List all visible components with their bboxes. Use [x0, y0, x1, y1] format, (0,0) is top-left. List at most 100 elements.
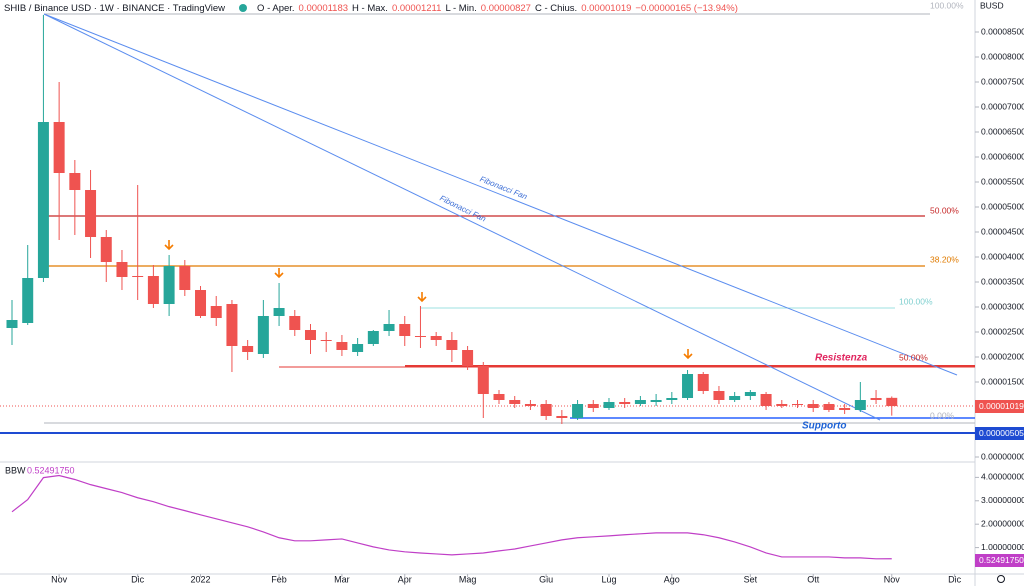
x-tick-label: Mar: [334, 574, 350, 584]
y-tick-label: 0.00005500: [981, 176, 1024, 186]
y-tick-label: 0.00000000: [981, 451, 1024, 461]
indicator-name: BBW: [5, 465, 26, 475]
fan-line: [43, 13, 881, 421]
fib-label: 38.20%: [930, 254, 959, 264]
candle-body: [352, 344, 364, 352]
y-tick-label: 0.00004500: [981, 226, 1024, 236]
candle-body: [713, 391, 725, 400]
change: −0.00000165 (−13.94%): [635, 2, 738, 14]
candle-body: [226, 304, 238, 346]
candle-body: [336, 342, 348, 350]
price-box-label: 0.00001019: [979, 401, 1024, 411]
x-tick-label: Apr: [398, 574, 412, 584]
x-tick-label: Ott: [807, 574, 820, 584]
x-tick-label: Nov: [884, 574, 901, 584]
support-box-label: 0.00000505: [979, 428, 1024, 438]
ohlc-value: 0.00001211: [391, 2, 442, 14]
settings-icon[interactable]: [997, 575, 1005, 583]
candle-body: [697, 374, 709, 391]
candle-body: [69, 173, 81, 190]
y-tick-label: 0.00006500: [981, 126, 1024, 136]
candle-body: [870, 398, 882, 400]
y-tick-label: 0.00008500: [981, 26, 1024, 36]
arrow: [164, 240, 174, 251]
support-box: [975, 427, 1024, 440]
candle-body: [257, 316, 269, 354]
candle-body: [744, 392, 756, 396]
candle-body: [477, 366, 489, 394]
fib-label: 0.00%: [930, 410, 955, 420]
y-tick-label: 1.00000000: [981, 542, 1024, 552]
fib-label: 100.00%: [899, 296, 933, 306]
candle-body: [556, 416, 568, 418]
candle-body: [462, 350, 474, 366]
candle-body: [399, 324, 411, 336]
candle-body: [320, 340, 332, 341]
arrow: [683, 349, 693, 360]
y-tick-label: 0.00008000: [981, 51, 1024, 61]
candle-body: [854, 400, 866, 410]
y-tick-label: 0.00002500: [981, 326, 1024, 336]
x-tick-label: Set: [744, 574, 758, 584]
x-tick-label: Lug: [601, 574, 616, 584]
candle-body: [839, 408, 851, 410]
candle-body: [6, 320, 18, 328]
candle-body: [383, 324, 395, 331]
fib-label: 50.00%: [899, 352, 928, 362]
fib-label: 50.00%: [930, 205, 959, 215]
candle-body: [666, 398, 678, 400]
candle-body: [540, 404, 552, 416]
currency-label: BUSD: [980, 0, 1004, 10]
candle-body: [792, 404, 803, 405]
candle-body: [776, 404, 788, 406]
y-tick-label: 0.00002000: [981, 351, 1024, 361]
candle-body: [650, 400, 662, 402]
candle-body: [619, 402, 631, 404]
y-tick-label: 0.00007500: [981, 76, 1024, 86]
candle-body: [572, 404, 584, 418]
candle-body: [603, 402, 615, 408]
x-tick-label: Giu: [539, 574, 553, 584]
candle-body: [634, 400, 646, 404]
x-tick-label: Mag: [459, 574, 477, 584]
header: SHIB / Binance USD · 1W · BINANCE · Trad…: [4, 1, 738, 15]
arrow: [417, 292, 427, 303]
fib-label: 100.00%: [930, 0, 964, 10]
x-tick-label: Dic: [131, 574, 144, 584]
y-tick-label: 4.00000000: [981, 472, 1024, 482]
candle-body: [729, 396, 741, 400]
candle-body: [493, 394, 505, 400]
ohlc-value: 0.00000827: [480, 2, 531, 14]
candle-body: [682, 374, 694, 398]
x-tick-label: Nov: [51, 574, 68, 584]
y-tick-label: 0.00001500: [981, 376, 1024, 386]
indicator-value: 0.52491750: [27, 465, 75, 475]
header-title: SHIB / Binance USD · 1W · BINANCE · Trad…: [4, 2, 226, 14]
y-tick-label: 0.00006000: [981, 151, 1024, 161]
candle-body: [242, 346, 254, 352]
y-tick-label: 0.00005000: [981, 201, 1024, 211]
candle-body: [414, 336, 426, 337]
y-tick-label: 0.00007000: [981, 101, 1024, 111]
candle-body: [22, 278, 34, 323]
candle-body: [304, 330, 316, 340]
candle-body: [807, 404, 819, 408]
resistance-label: Resistenza: [815, 353, 868, 364]
x-tick-label: Feb: [271, 574, 287, 584]
ohlc-label: O - Aper.: [257, 2, 295, 14]
y-tick-label: 0.00003500: [981, 276, 1024, 286]
x-tick-label: 2022: [191, 574, 211, 584]
candle-body: [53, 122, 65, 173]
candle-body: [195, 290, 207, 316]
indicator-line: [11, 474, 892, 560]
bbw-box-label: 0.52491750: [979, 555, 1024, 565]
candle-body: [147, 276, 159, 304]
candle-body: [509, 400, 521, 404]
y-tick-label: 3.00000000: [981, 495, 1024, 505]
candle-body: [446, 340, 458, 350]
y-tick-label: 0.00003000: [981, 301, 1024, 311]
candle-body: [823, 404, 835, 410]
candle-body: [132, 276, 144, 277]
